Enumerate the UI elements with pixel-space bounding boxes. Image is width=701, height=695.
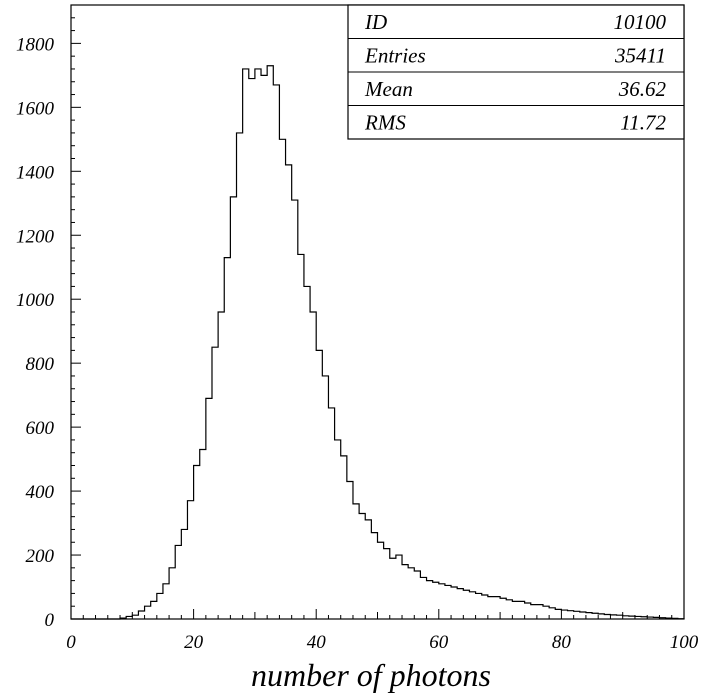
x-axis-label: number of photons <box>251 657 491 693</box>
stats-box: ID 10100 Entries 35411 Mean 36.62 RMS 11.72 <box>347 4 685 140</box>
y-tick-label: 1200 <box>16 226 55 247</box>
x-tick-label: 80 <box>552 632 572 653</box>
stats-label-rms: RMS <box>364 111 406 135</box>
stats-value-id: 10100 <box>614 10 667 34</box>
histogram-line <box>71 65 685 620</box>
y-tick-label: 1600 <box>16 98 55 119</box>
y-tick-label: 0 <box>45 610 55 631</box>
y-tick-label: 200 <box>26 546 55 567</box>
y-tick-label: 1800 <box>16 34 55 55</box>
x-tick-label: 100 <box>670 632 699 653</box>
stats-value-entries: 35411 <box>614 44 666 68</box>
x-tick-label: 40 <box>307 632 327 653</box>
stats-label-id: ID <box>364 10 387 34</box>
y-tick-label: 800 <box>26 354 55 375</box>
stats-value-rms: 11.72 <box>620 111 666 135</box>
x-tick-label: 20 <box>184 632 204 653</box>
x-tick-label: 0 <box>66 632 76 653</box>
stats-label-entries: Entries <box>364 44 426 68</box>
y-tick-label: 1400 <box>16 162 55 183</box>
x-tick-label: 60 <box>429 632 449 653</box>
y-tick-label: 1000 <box>16 290 55 311</box>
y-tick-label: 600 <box>26 418 55 439</box>
y-tick-label: 400 <box>26 482 55 503</box>
stats-value-mean: 36.62 <box>618 77 667 101</box>
stats-label-mean: Mean <box>364 77 413 101</box>
